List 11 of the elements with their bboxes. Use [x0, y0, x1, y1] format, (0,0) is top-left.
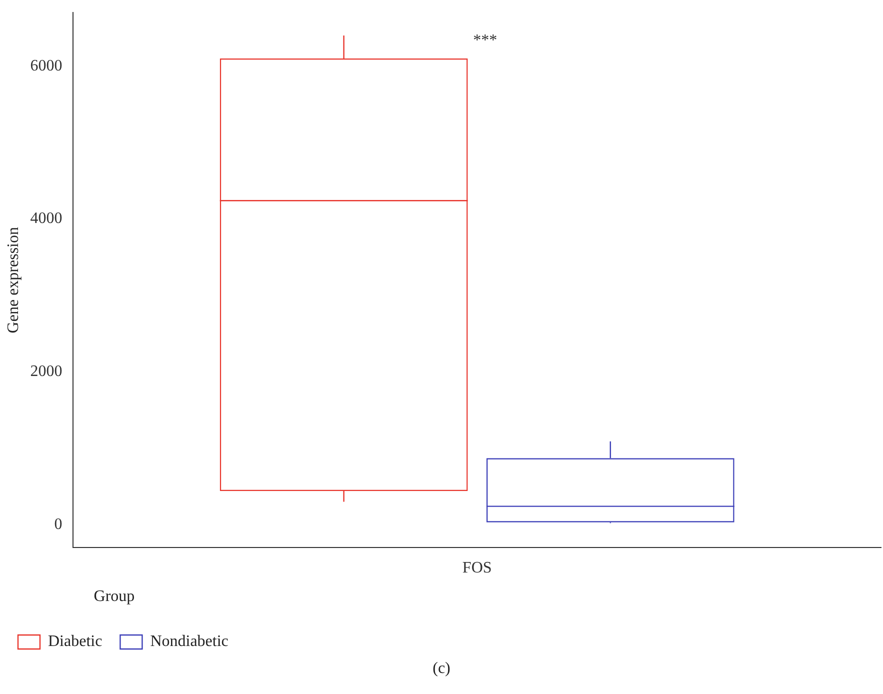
- y-tick-label: 0: [54, 516, 62, 533]
- x-tick-label: FOS: [462, 559, 492, 576]
- legend-label: Diabetic: [48, 633, 102, 650]
- y-tick-label: 2000: [30, 363, 62, 380]
- y-tick-label: 4000: [30, 210, 62, 228]
- legend-label: Nondiabetic: [150, 633, 228, 650]
- y-axis-title: Gene expression: [4, 227, 22, 334]
- annotation: ***: [473, 32, 498, 49]
- text: (c): [432, 660, 452, 678]
- y-tick-label: 6000: [30, 57, 62, 74]
- legend-title: Group: [94, 588, 135, 606]
